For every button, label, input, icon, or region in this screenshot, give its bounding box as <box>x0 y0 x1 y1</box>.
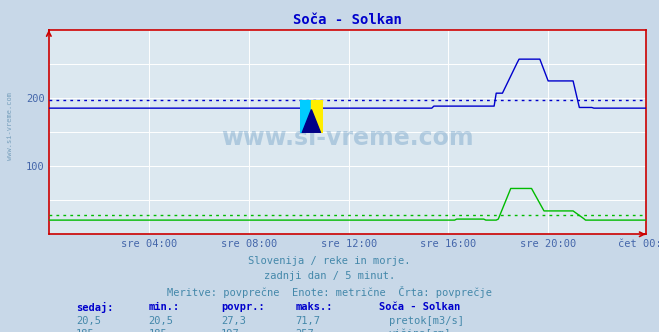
Title: Soča - Solkan: Soča - Solkan <box>293 13 402 27</box>
Polygon shape <box>302 110 320 133</box>
Text: 20,5: 20,5 <box>76 316 101 326</box>
Text: 20,5: 20,5 <box>148 316 173 326</box>
Text: min.:: min.: <box>148 302 179 312</box>
Text: zadnji dan / 5 minut.: zadnji dan / 5 minut. <box>264 271 395 281</box>
Text: Meritve: povprečne  Enote: metrične  Črta: povprečje: Meritve: povprečne Enote: metrične Črta:… <box>167 286 492 297</box>
Text: Soča - Solkan: Soča - Solkan <box>379 302 460 312</box>
Text: 27,3: 27,3 <box>221 316 246 326</box>
Text: povpr.:: povpr.: <box>221 302 264 312</box>
Bar <box>312 100 323 133</box>
Text: maks.:: maks.: <box>295 302 333 312</box>
Text: pretok[m3/s]: pretok[m3/s] <box>389 316 464 326</box>
Text: www.si-vreme.com: www.si-vreme.com <box>221 126 474 150</box>
Text: Slovenija / reke in morje.: Slovenija / reke in morje. <box>248 256 411 266</box>
Text: 257: 257 <box>295 329 314 332</box>
Text: sedaj:: sedaj: <box>76 302 113 313</box>
Text: 185: 185 <box>148 329 167 332</box>
Bar <box>300 100 312 133</box>
Text: www.si-vreme.com: www.si-vreme.com <box>7 92 13 160</box>
Text: 197: 197 <box>221 329 239 332</box>
Text: 185: 185 <box>76 329 94 332</box>
Text: višina[cm]: višina[cm] <box>389 329 451 332</box>
Text: 71,7: 71,7 <box>295 316 320 326</box>
